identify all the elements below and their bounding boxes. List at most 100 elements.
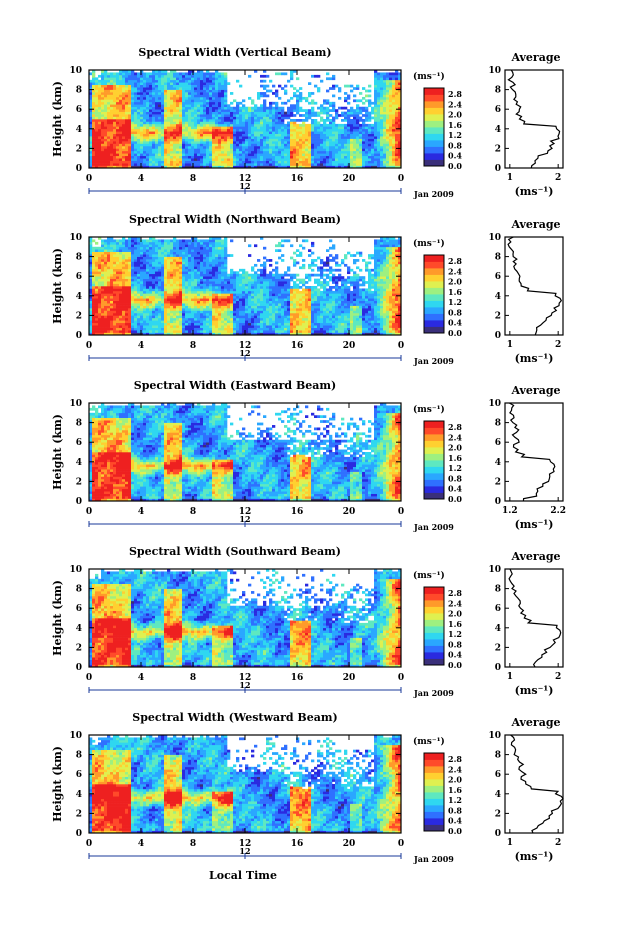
heatmap-cell bbox=[158, 156, 161, 159]
heatmap-cell bbox=[149, 146, 152, 149]
heatmap-cell bbox=[164, 124, 167, 127]
heatmap-cell bbox=[197, 151, 200, 154]
heatmap-cell bbox=[128, 153, 131, 156]
heatmap-cell bbox=[101, 112, 104, 115]
heatmap-cell bbox=[104, 92, 107, 95]
heatmap-cell bbox=[140, 163, 143, 166]
heatmap-cell bbox=[197, 141, 200, 144]
heatmap-cell bbox=[227, 117, 230, 120]
heatmap-cell bbox=[170, 90, 173, 93]
heatmap-cell bbox=[164, 148, 167, 151]
heatmap-cell bbox=[233, 139, 236, 142]
heatmap-cell bbox=[194, 163, 197, 166]
heatmap-cell bbox=[140, 85, 143, 88]
heatmap-cell bbox=[185, 107, 188, 110]
heatmap-cell bbox=[206, 95, 209, 98]
heatmap-cell bbox=[200, 72, 203, 75]
heatmap-cell bbox=[167, 148, 170, 151]
heatmap-cell bbox=[194, 80, 197, 83]
heatmap-cell bbox=[170, 131, 173, 134]
heatmap-cell bbox=[161, 161, 164, 164]
heatmap-cell bbox=[233, 99, 236, 102]
heatmap-cell bbox=[104, 90, 107, 93]
heatmap-cell bbox=[242, 151, 245, 154]
heatmap-cell bbox=[212, 156, 215, 159]
heatmap-cell bbox=[239, 153, 242, 156]
heatmap-cell bbox=[182, 121, 185, 124]
heatmap-cell bbox=[200, 141, 203, 144]
heatmap-cell bbox=[146, 139, 149, 142]
heatmap-cell bbox=[137, 72, 140, 75]
heatmap-cell bbox=[92, 80, 95, 83]
heatmap-cell bbox=[158, 77, 161, 80]
heatmap-cell bbox=[158, 90, 161, 93]
heatmap-cell bbox=[173, 139, 176, 142]
heatmap-cell bbox=[206, 151, 209, 154]
heatmap-cell bbox=[197, 75, 200, 78]
heatmap-cell bbox=[188, 95, 191, 98]
heatmap-cell bbox=[176, 134, 179, 137]
spectral-width-figure: Spectral Width (Vertical Beam)02468100 4 8… bbox=[0, 0, 623, 929]
heatmap-cell bbox=[200, 104, 203, 107]
heatmap-cell bbox=[233, 153, 236, 156]
heatmap-cell bbox=[239, 109, 242, 112]
heatmap-cell bbox=[134, 87, 137, 90]
heatmap-cell bbox=[131, 139, 134, 142]
heatmap-cell bbox=[143, 112, 146, 115]
heatmap-cell bbox=[215, 148, 218, 151]
heatmap-cell bbox=[182, 146, 185, 149]
heatmap-cell bbox=[143, 153, 146, 156]
heatmap-cell bbox=[101, 75, 104, 78]
heatmap-cell bbox=[230, 131, 233, 134]
heatmap-cell bbox=[119, 146, 122, 149]
heatmap-cell bbox=[119, 117, 122, 120]
heatmap-cell bbox=[221, 99, 224, 102]
heatmap-cell bbox=[140, 80, 143, 83]
heatmap-cell bbox=[212, 72, 215, 75]
heatmap-cell bbox=[92, 153, 95, 156]
heatmap-cell bbox=[146, 95, 149, 98]
heatmap-cell bbox=[215, 158, 218, 161]
heatmap-cell bbox=[137, 131, 140, 134]
heatmap-cell bbox=[182, 117, 185, 120]
heatmap-cell bbox=[140, 119, 143, 122]
heatmap-cell bbox=[107, 92, 110, 95]
heatmap-cell bbox=[155, 104, 158, 107]
heatmap-cell bbox=[119, 126, 122, 129]
heatmap-cell bbox=[203, 141, 206, 144]
heatmap-cell bbox=[140, 151, 143, 154]
heatmap-cell bbox=[203, 114, 206, 117]
heatmap-cell bbox=[104, 158, 107, 161]
heatmap-cell bbox=[164, 121, 167, 124]
heatmap-cell bbox=[212, 77, 215, 80]
heatmap-cell bbox=[140, 144, 143, 147]
heatmap-cell bbox=[155, 144, 158, 147]
heatmap-cell bbox=[95, 92, 98, 95]
heatmap-cell bbox=[143, 114, 146, 117]
heatmap-cell bbox=[182, 136, 185, 139]
heatmap-cell bbox=[209, 163, 212, 166]
heatmap-cell bbox=[182, 156, 185, 159]
heatmap-cell bbox=[221, 124, 224, 127]
heatmap-cell bbox=[173, 109, 176, 112]
heatmap-cell bbox=[131, 90, 134, 93]
heatmap-cell bbox=[110, 80, 113, 83]
heatmap-cell bbox=[203, 104, 206, 107]
heatmap-cell bbox=[140, 131, 143, 134]
heatmap-cell bbox=[110, 87, 113, 90]
heatmap-cell bbox=[242, 131, 245, 134]
heatmap-cell bbox=[176, 158, 179, 161]
heatmap-cell bbox=[176, 139, 179, 142]
heatmap-cell bbox=[152, 114, 155, 117]
heatmap-cell bbox=[218, 97, 221, 100]
heatmap-cell bbox=[119, 92, 122, 95]
heatmap-cell bbox=[128, 141, 131, 144]
heatmap-cell bbox=[122, 80, 125, 83]
heatmap-cell bbox=[101, 97, 104, 100]
heatmap-cell bbox=[155, 95, 158, 98]
heatmap-cell bbox=[242, 134, 245, 137]
heatmap-cell bbox=[203, 139, 206, 142]
heatmap-cell bbox=[107, 148, 110, 151]
heatmap-cell bbox=[227, 161, 230, 164]
heatmap-cell bbox=[200, 112, 203, 115]
